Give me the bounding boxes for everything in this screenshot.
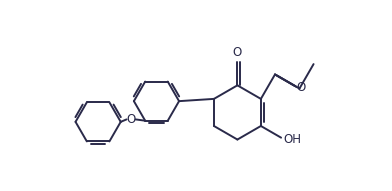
Text: OH: OH [283, 133, 301, 146]
Text: O: O [233, 46, 242, 59]
Text: O: O [296, 81, 306, 94]
Text: O: O [127, 113, 136, 126]
